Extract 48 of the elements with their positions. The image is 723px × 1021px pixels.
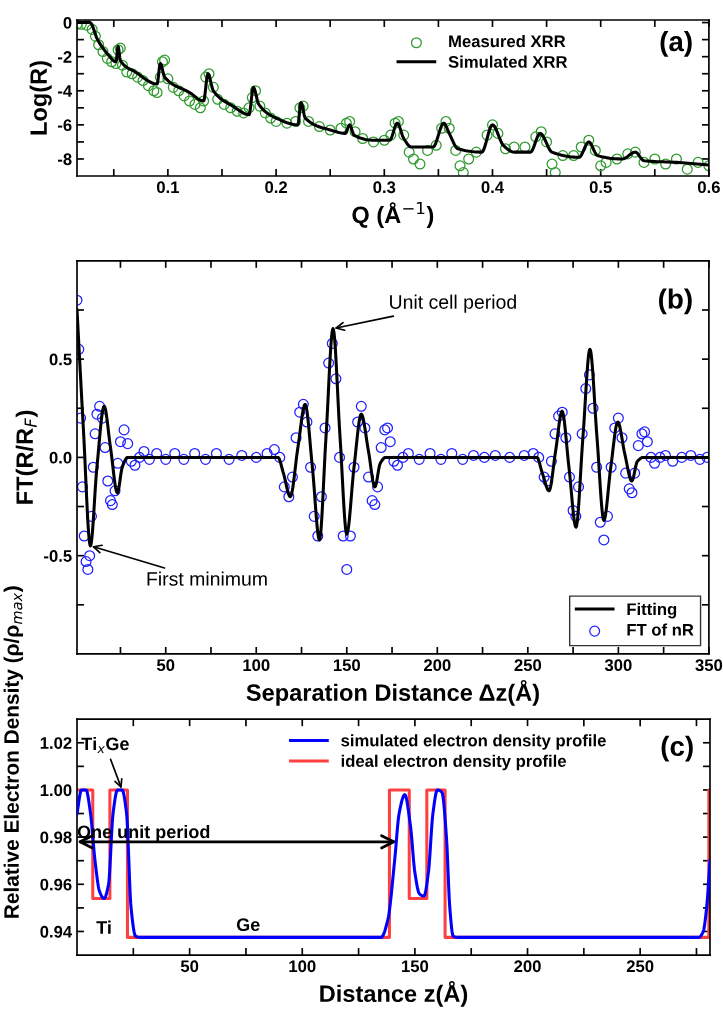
x-axis-title: Q (Å$^{−1}$)	[352, 201, 434, 228]
y-tick-label: 0.96	[40, 878, 72, 891]
y-tick-label: 0.0	[49, 451, 72, 464]
y-tick-label: -2	[57, 51, 72, 63]
x-tick-label: 250	[626, 960, 654, 973]
x-tick-label: 300	[604, 659, 632, 672]
y-axis-title: Relative Electron Density (ρ/ρ$_{max}$)	[3, 586, 24, 918]
annotation: Ge	[236, 918, 260, 932]
annotation: (c)	[661, 735, 693, 762]
x-tick-label: 200	[514, 960, 541, 973]
x-axis-title: Distance z(Å)	[320, 981, 468, 1007]
y-tick-label: 0	[63, 16, 72, 29]
x-tick-label: 350	[695, 659, 723, 672]
x-tick-label: 50	[180, 960, 199, 973]
x-tick-label: 150	[333, 659, 360, 672]
annotation: First minimum	[147, 571, 267, 586]
annotation: Ti$_{x}$Ge	[81, 736, 129, 754]
x-tick-label: 0.1	[156, 181, 180, 194]
x-tick-label: 100	[243, 659, 270, 672]
legend-label: ideal electron density profile	[341, 754, 566, 771]
y-tick-label: -0.5	[44, 550, 72, 562]
y-tick-label: -6	[57, 119, 72, 132]
x-tick-label: 0.4	[481, 181, 504, 194]
x-tick-label: 150	[402, 960, 429, 973]
x-tick-label: 100	[289, 960, 316, 973]
y-tick-label: -4	[57, 85, 73, 97]
x-tick-label: 200	[423, 659, 451, 672]
legend-label: FT of nR	[627, 623, 694, 636]
y-tick-label: -8	[57, 153, 72, 166]
y-tick-label: 0.5	[49, 353, 72, 366]
annotation: (b)	[659, 288, 692, 315]
x-tick-label: 0.3	[373, 181, 396, 194]
y-tick-label: 0.94	[40, 925, 73, 938]
x-tick-label: 250	[514, 659, 542, 672]
y-tick-label: 1.00	[40, 784, 72, 797]
x-tick-label: 0.6	[697, 181, 720, 194]
x-axis-title: Separation Distance Δz(Å)	[246, 679, 539, 706]
x-tick-label: 0.2	[265, 181, 288, 194]
x-tick-label: 0.5	[589, 181, 612, 194]
y-axis-title: Log(R)	[29, 61, 52, 135]
x-tick-label: 50	[156, 659, 175, 672]
y-axis-title: FT(R/R$_{F}$)	[15, 410, 38, 504]
annotation: Unit cell period	[390, 294, 516, 313]
y-tick-label: 1.02	[40, 737, 72, 749]
legend-label: Fitting	[627, 602, 677, 619]
y-tick-label: 0.98	[40, 831, 72, 844]
legend-label: simulated electron density profile	[341, 734, 606, 750]
annotation: Ti	[96, 920, 111, 934]
